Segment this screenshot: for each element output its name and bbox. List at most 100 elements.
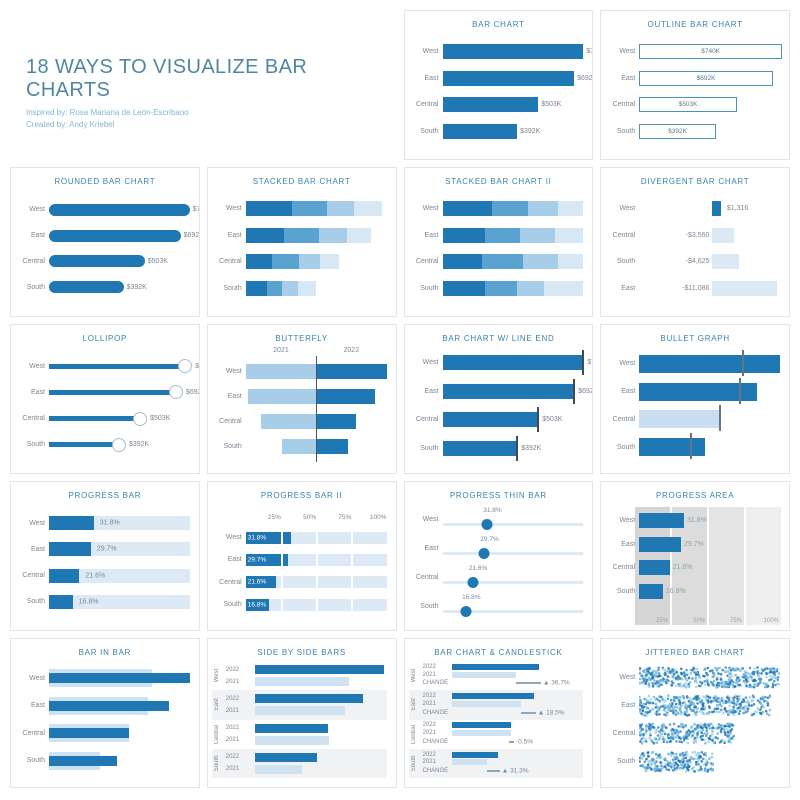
stack-segment[interactable]	[266, 280, 283, 296]
bar[interactable]	[451, 730, 512, 737]
bar[interactable]	[639, 354, 780, 373]
progress-fill[interactable]	[49, 594, 73, 609]
progress-fill[interactable]	[49, 516, 94, 531]
stack-segment[interactable]	[442, 227, 485, 243]
progress-fill[interactable]	[245, 598, 270, 611]
stack-segment[interactable]	[442, 201, 492, 217]
bar[interactable]	[451, 751, 498, 758]
jitter-bar[interactable]	[639, 694, 771, 717]
inner-bar[interactable]	[49, 673, 190, 684]
bar[interactable]	[316, 439, 349, 454]
bar[interactable]	[49, 363, 185, 369]
bar[interactable]	[442, 123, 518, 139]
stack-segment[interactable]	[327, 201, 355, 217]
stack-segment[interactable]	[522, 254, 558, 270]
bar[interactable]	[254, 677, 349, 687]
stack-segment[interactable]	[557, 254, 584, 270]
bar[interactable]: $503K	[639, 97, 737, 113]
stack-segment[interactable]	[517, 280, 544, 296]
bar[interactable]	[254, 764, 303, 774]
bar[interactable]	[639, 382, 758, 401]
inner-bar[interactable]	[49, 755, 117, 766]
bar[interactable]	[442, 383, 575, 399]
stack-segment[interactable]	[491, 201, 529, 217]
stack-segment[interactable]	[297, 280, 317, 296]
bar[interactable]	[639, 410, 720, 429]
bar[interactable]	[639, 584, 663, 600]
marker-dot[interactable]	[481, 519, 493, 530]
bar[interactable]	[260, 414, 317, 429]
stack-segment[interactable]	[245, 280, 267, 296]
jitter-bar[interactable]	[639, 666, 780, 689]
lollipop-circle[interactable]	[178, 359, 193, 374]
marker-dot[interactable]	[460, 606, 472, 617]
stack-segment[interactable]	[442, 280, 485, 296]
bar[interactable]	[451, 700, 522, 707]
bar[interactable]	[316, 364, 387, 379]
stack-segment[interactable]	[481, 254, 523, 270]
bar[interactable]	[451, 722, 511, 729]
bar[interactable]	[442, 70, 575, 86]
stack-segment[interactable]	[299, 254, 321, 270]
bar[interactable]: $692K	[639, 70, 773, 86]
bar[interactable]	[712, 254, 740, 270]
bar[interactable]	[49, 203, 190, 216]
stack-segment[interactable]	[320, 254, 339, 270]
bar[interactable]	[712, 227, 734, 243]
marker-dot[interactable]	[478, 548, 490, 559]
bar[interactable]	[254, 694, 363, 704]
stack-segment[interactable]	[292, 201, 328, 217]
bar[interactable]	[254, 735, 330, 745]
bar[interactable]	[451, 663, 540, 670]
bar[interactable]	[442, 44, 584, 60]
stack-segment[interactable]	[442, 254, 482, 270]
bar[interactable]	[254, 706, 345, 716]
stack-segment[interactable]	[484, 227, 520, 243]
bar[interactable]: $740K	[639, 44, 782, 60]
stack-segment[interactable]	[272, 254, 300, 270]
bar[interactable]	[49, 416, 140, 422]
bar[interactable]	[49, 442, 118, 448]
progress-fill[interactable]	[245, 531, 291, 544]
bar[interactable]	[49, 281, 124, 294]
bar[interactable]	[639, 560, 670, 576]
bar[interactable]	[254, 723, 329, 733]
stack-segment[interactable]	[347, 227, 371, 243]
stack-segment[interactable]	[283, 227, 319, 243]
bar[interactable]	[281, 439, 317, 454]
stack-segment[interactable]	[519, 227, 556, 243]
bar[interactable]	[451, 693, 534, 700]
bar[interactable]	[49, 229, 181, 242]
bar[interactable]	[442, 440, 518, 456]
bar[interactable]	[245, 364, 317, 379]
bar[interactable]	[49, 389, 175, 395]
stack-segment[interactable]	[484, 280, 518, 296]
bar[interactable]	[442, 412, 539, 428]
jitter-bar[interactable]	[639, 750, 714, 773]
stack-segment[interactable]	[543, 280, 584, 296]
lollipop-circle[interactable]	[133, 411, 148, 426]
stack-segment[interactable]	[555, 227, 584, 243]
stack-segment[interactable]	[354, 201, 383, 217]
bar[interactable]	[442, 97, 539, 113]
stack-segment[interactable]	[318, 227, 348, 243]
progress-fill[interactable]	[245, 576, 277, 589]
bar[interactable]: $392K	[639, 123, 716, 139]
stack-segment[interactable]	[557, 201, 584, 217]
bar[interactable]	[316, 414, 357, 429]
lollipop-circle[interactable]	[168, 385, 183, 400]
jitter-bar[interactable]	[639, 722, 735, 745]
lollipop-circle[interactable]	[111, 437, 126, 452]
marker-dot[interactable]	[467, 577, 479, 588]
bar[interactable]	[316, 389, 376, 404]
bar[interactable]	[254, 752, 317, 762]
bar[interactable]	[451, 759, 487, 766]
bar[interactable]	[254, 665, 384, 675]
bar[interactable]	[49, 255, 145, 268]
stack-segment[interactable]	[245, 201, 293, 217]
bar[interactable]	[712, 281, 778, 297]
stack-segment[interactable]	[245, 227, 284, 243]
bar[interactable]	[247, 389, 317, 404]
bar[interactable]	[442, 355, 584, 371]
inner-bar[interactable]	[49, 728, 130, 739]
